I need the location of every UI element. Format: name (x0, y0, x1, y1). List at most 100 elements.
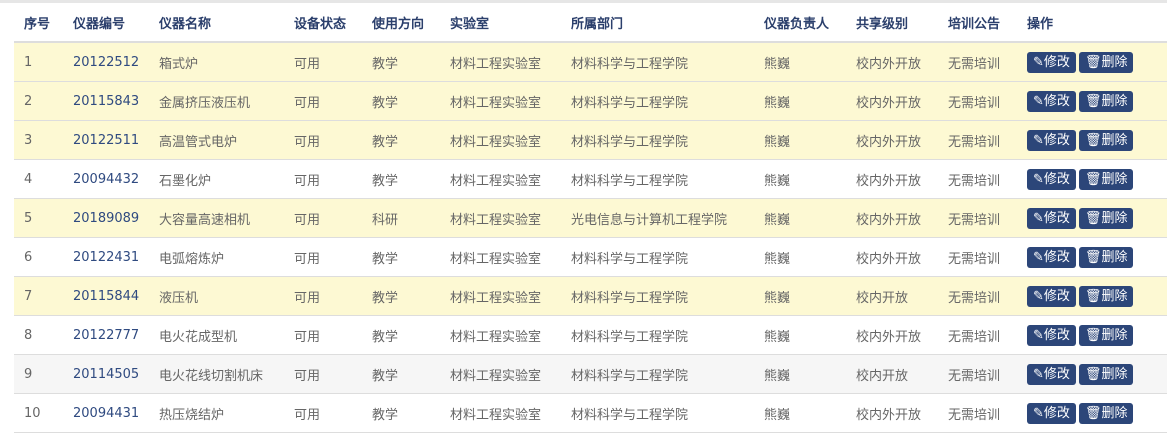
cell-actions: ✎修改 🗑︎删除 (1017, 198, 1167, 238)
delete-button[interactable]: 🗑︎删除 (1078, 207, 1134, 229)
cell-code: 20122777 (63, 315, 149, 355)
cell-share: 校内外开放 (846, 315, 938, 355)
edit-label: 修改 (1043, 288, 1070, 304)
edit-label: 修改 (1043, 54, 1070, 70)
col-name-header: 仪器名称 (149, 3, 284, 43)
edit-button[interactable]: ✎修改 (1027, 168, 1076, 190)
col-status-header: 设备状态 (284, 3, 362, 43)
edit-label: 修改 (1043, 171, 1070, 187)
top-border (0, 0, 1167, 3)
cell-owner: 熊巍 (754, 315, 846, 355)
edit-icon: ✎ (1033, 288, 1044, 304)
cell-status: 可用 (284, 42, 362, 82)
delete-button[interactable]: 🗑︎删除 (1078, 285, 1134, 307)
edit-button[interactable]: ✎修改 (1027, 51, 1076, 73)
trash-icon: 🗑︎ (1084, 249, 1102, 265)
edit-icon: ✎ (1033, 405, 1044, 421)
edit-button[interactable]: ✎修改 (1027, 402, 1076, 424)
cell-no: 4 (14, 159, 63, 199)
cell-actions: ✎修改 🗑︎删除 (1017, 81, 1167, 121)
cell-training: 无需培训 (938, 198, 1017, 238)
cell-status: 可用 (284, 198, 362, 238)
cell-code: 20122511 (63, 120, 149, 160)
edit-button[interactable]: ✎修改 (1027, 363, 1076, 385)
cell-name: 热压烧结炉 (149, 393, 284, 433)
instrument-table: 序号 仪器编号 仪器名称 设备状态 使用方向 实验室 所属部门 仪器负责人 共享级别 培训公告 操作… (14, 3, 1167, 433)
cell-no: 2 (14, 81, 63, 121)
edit-icon: ✎ (1033, 132, 1044, 148)
delete-button[interactable]: 🗑︎删除 (1078, 402, 1134, 424)
edit-label: 修改 (1043, 405, 1070, 421)
table-row: 1 20122512 箱式炉 可用 教学 材料工程实验室 材料科学与工程学院 熊巍 校内外开放无… (14, 42, 1167, 82)
delete-button[interactable]: 🗑︎删除 (1078, 324, 1134, 346)
trash-icon: 🗑︎ (1084, 288, 1102, 304)
cell-direction: 教学 (362, 42, 440, 82)
edit-button[interactable]: ✎修改 (1027, 324, 1076, 346)
cell-status: 可用 (284, 81, 362, 121)
table-row: 2 20115843 金属挤压液压机 可用 教学 材料工程实验室 材料科学与工程学院 熊巍 校内… (14, 81, 1167, 121)
delete-button[interactable]: 🗑︎删除 (1078, 363, 1134, 385)
cell-owner: 熊巍 (754, 198, 846, 238)
edit-button[interactable]: ✎修改 (1027, 246, 1076, 268)
trash-icon: 🗑︎ (1084, 210, 1102, 226)
col-direction-header: 使用方向 (362, 3, 440, 43)
cell-dept: 材料科学与工程学院 (561, 393, 754, 433)
cell-training: 无需培训 (938, 120, 1017, 160)
cell-lab: 材料工程实验室 (440, 42, 561, 82)
cell-dept: 光电信息与计算机工程学院 (561, 198, 754, 238)
delete-button[interactable]: 🗑︎删除 (1078, 51, 1134, 73)
cell-owner: 熊巍 (754, 120, 846, 160)
delete-label: 删除 (1101, 249, 1128, 265)
delete-button[interactable]: 🗑︎删除 (1078, 168, 1134, 190)
edit-button[interactable]: ✎修改 (1027, 129, 1076, 151)
col-code-header: 仪器编号 (63, 3, 149, 43)
cell-training: 无需培训 (938, 354, 1017, 394)
cell-actions: ✎修改 🗑︎删除 (1017, 354, 1167, 394)
edit-icon: ✎ (1033, 366, 1044, 382)
cell-actions: ✎修改 🗑︎删除 (1017, 315, 1167, 355)
cell-dept: 材料科学与工程学院 (561, 159, 754, 199)
trash-icon: 🗑︎ (1084, 132, 1102, 148)
table-row: 4 20094432 石墨化炉 可用 教学 材料工程实验室 材料科学与工程学院 熊巍 校内外开放… (14, 159, 1167, 199)
trash-icon: 🗑︎ (1084, 405, 1102, 421)
cell-actions: ✎修改 🗑︎删除 (1017, 120, 1167, 160)
cell-status: 可用 (284, 120, 362, 160)
delete-button[interactable]: 🗑︎删除 (1078, 90, 1134, 112)
cell-code: 20189089 (63, 198, 149, 238)
cell-dept: 材料科学与工程学院 (561, 120, 754, 160)
edit-icon: ✎ (1033, 171, 1044, 187)
delete-button[interactable]: 🗑︎删除 (1078, 246, 1134, 268)
delete-label: 删除 (1101, 132, 1128, 148)
delete-button[interactable]: 🗑︎删除 (1078, 129, 1134, 151)
cell-training: 无需培训 (938, 393, 1017, 433)
trash-icon: 🗑︎ (1084, 366, 1102, 382)
cell-direction: 教学 (362, 120, 440, 160)
cell-no: 8 (14, 315, 63, 355)
cell-status: 可用 (284, 354, 362, 394)
col-lab-header: 实验室 (440, 3, 561, 43)
col-dept-header: 所属部门 (561, 3, 754, 43)
cell-lab: 材料工程实验室 (440, 198, 561, 238)
cell-dept: 材料科学与工程学院 (561, 315, 754, 355)
col-actions-header: 操作 (1017, 3, 1167, 43)
edit-icon: ✎ (1033, 249, 1044, 265)
cell-direction: 教学 (362, 276, 440, 316)
cell-training: 无需培训 (938, 237, 1017, 277)
edit-button[interactable]: ✎修改 (1027, 285, 1076, 307)
col-owner-header: 仪器负责人 (754, 3, 846, 43)
cell-status: 可用 (284, 393, 362, 433)
col-share-header: 共享级别 (846, 3, 938, 43)
edit-button[interactable]: ✎修改 (1027, 207, 1076, 229)
cell-name: 金属挤压液压机 (149, 81, 284, 121)
cell-share: 校内开放 (846, 354, 938, 394)
table-row: 7 20115844 液压机 可用 教学 材料工程实验室 材料科学与工程学院 熊巍 校内开放 无需… (14, 276, 1167, 316)
cell-lab: 材料工程实验室 (440, 315, 561, 355)
cell-status: 可用 (284, 276, 362, 316)
cell-no: 5 (14, 198, 63, 238)
edit-button[interactable]: ✎修改 (1027, 90, 1076, 112)
cell-code: 20114505 (63, 354, 149, 394)
cell-direction: 教学 (362, 159, 440, 199)
cell-no: 3 (14, 120, 63, 160)
trash-icon: 🗑︎ (1084, 327, 1102, 343)
cell-dept: 材料科学与工程学院 (561, 42, 754, 82)
